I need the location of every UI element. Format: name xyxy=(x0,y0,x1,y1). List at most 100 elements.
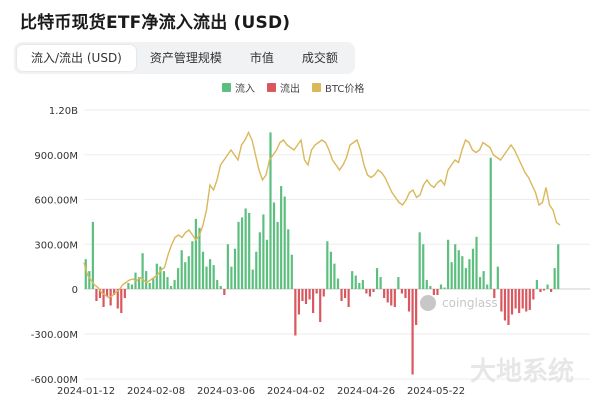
outflow-bar[interactable] xyxy=(123,289,126,298)
inflow-bar[interactable] xyxy=(457,250,460,289)
inflow-bar[interactable] xyxy=(361,280,364,289)
outflow-bar[interactable] xyxy=(518,289,521,313)
outflow-bar[interactable] xyxy=(383,289,386,298)
inflow-bar[interactable] xyxy=(212,265,215,289)
inflow-bar[interactable] xyxy=(478,277,482,289)
outflow-bar[interactable] xyxy=(542,289,546,291)
inflow-bar[interactable] xyxy=(471,248,475,289)
inflow-bar[interactable] xyxy=(255,251,258,289)
outflow-bar[interactable] xyxy=(528,289,531,310)
outflow-bar[interactable] xyxy=(390,289,393,306)
inflow-bar[interactable] xyxy=(425,280,428,289)
inflow-bar[interactable] xyxy=(397,277,400,289)
inflow-bar[interactable] xyxy=(535,280,539,289)
outflow-bar[interactable] xyxy=(304,289,308,304)
inflow-bar[interactable] xyxy=(379,277,382,289)
inflow-bar[interactable] xyxy=(166,277,169,289)
inflow-bar[interactable] xyxy=(422,244,425,289)
tab-volume[interactable]: 成交额 xyxy=(301,51,338,65)
outflow-bar[interactable] xyxy=(365,289,368,294)
outflow-bar[interactable] xyxy=(514,289,517,309)
inflow-bar[interactable] xyxy=(184,262,187,289)
legend-item-inflow[interactable]: 流入 xyxy=(222,80,255,95)
outflow-bar[interactable] xyxy=(386,289,389,303)
outflow-bar[interactable] xyxy=(532,289,535,300)
outflow-bar[interactable] xyxy=(102,289,105,307)
inflow-bar[interactable] xyxy=(354,275,357,289)
outflow-bar[interactable] xyxy=(500,289,503,312)
inflow-bar[interactable] xyxy=(198,227,201,289)
tab-aum[interactable]: 资产管理规模 xyxy=(149,51,222,65)
tab-market-cap[interactable]: 市值 xyxy=(249,51,274,65)
inflow-bar[interactable] xyxy=(187,256,190,289)
inflow-bar[interactable] xyxy=(429,286,432,289)
inflow-bar[interactable] xyxy=(177,268,180,289)
outflow-bar[interactable] xyxy=(120,289,123,313)
outflow-bar[interactable] xyxy=(415,289,418,325)
outflow-bar[interactable] xyxy=(105,289,109,297)
inflow-bar[interactable] xyxy=(251,269,254,289)
inflow-bar[interactable] xyxy=(169,286,173,289)
inflow-bar[interactable] xyxy=(496,266,499,290)
inflow-bar[interactable] xyxy=(209,259,212,289)
inflow-bar[interactable] xyxy=(216,280,219,289)
outflow-bar[interactable] xyxy=(503,289,507,321)
outflow-bar[interactable] xyxy=(95,289,98,301)
outflow-bar[interactable] xyxy=(525,289,528,312)
inflow-bar[interactable] xyxy=(137,277,141,289)
outflow-bar[interactable] xyxy=(400,289,404,294)
inflow-bar[interactable] xyxy=(439,284,443,289)
inflow-bar[interactable] xyxy=(375,268,379,289)
inflow-bar[interactable] xyxy=(173,280,176,289)
outflow-bar[interactable] xyxy=(223,289,226,295)
inflow-bar[interactable] xyxy=(486,284,489,289)
inflow-bar[interactable] xyxy=(265,239,269,289)
outflow-bar[interactable] xyxy=(98,289,102,298)
outflow-bar[interactable] xyxy=(521,289,524,309)
inflow-bar[interactable] xyxy=(145,271,148,289)
inflow-bar[interactable] xyxy=(262,214,265,289)
inflow-bar[interactable] xyxy=(233,248,237,289)
outflow-bar[interactable] xyxy=(432,289,435,295)
outflow-bar[interactable] xyxy=(294,289,297,336)
inflow-bar[interactable] xyxy=(351,271,354,289)
inflow-bar[interactable] xyxy=(326,241,329,289)
inflow-bar[interactable] xyxy=(450,262,453,289)
outflow-bar[interactable] xyxy=(407,289,411,312)
outflow-bar[interactable] xyxy=(319,289,322,322)
outflow-bar[interactable] xyxy=(411,289,414,375)
outflow-bar[interactable] xyxy=(301,289,304,301)
inflow-bar[interactable] xyxy=(287,229,290,289)
inflow-bar[interactable] xyxy=(464,268,467,289)
outflow-bar[interactable] xyxy=(493,289,496,298)
outflow-bar[interactable] xyxy=(113,289,116,295)
outflow-bar[interactable] xyxy=(550,289,553,292)
inflow-bar[interactable] xyxy=(191,241,194,289)
outflow-bar[interactable] xyxy=(510,289,514,315)
inflow-bar[interactable] xyxy=(280,186,283,289)
inflow-bar[interactable] xyxy=(127,283,130,289)
inflow-bar[interactable] xyxy=(180,250,183,289)
legend-item-outflow[interactable]: 流出 xyxy=(267,80,300,95)
inflow-bar[interactable] xyxy=(461,256,464,289)
outflow-bar[interactable] xyxy=(116,289,119,309)
inflow-bar[interactable] xyxy=(162,271,166,289)
inflow-bar[interactable] xyxy=(88,271,91,289)
outflow-bar[interactable] xyxy=(404,289,407,298)
inflow-bar[interactable] xyxy=(443,287,446,289)
outflow-bar[interactable] xyxy=(297,289,301,315)
inflow-bar[interactable] xyxy=(418,232,421,289)
inflow-bar[interactable] xyxy=(148,283,151,289)
inflow-bar[interactable] xyxy=(475,236,478,289)
inflow-bar[interactable] xyxy=(194,218,197,289)
inflow-bar[interactable] xyxy=(272,202,276,289)
outflow-bar[interactable] xyxy=(436,289,439,295)
inflow-bar[interactable] xyxy=(91,221,94,290)
outflow-bar[interactable] xyxy=(308,289,311,300)
inflow-bar[interactable] xyxy=(219,286,222,289)
outflow-bar[interactable] xyxy=(507,289,510,325)
inflow-bar[interactable] xyxy=(290,254,293,289)
inflow-bar[interactable] xyxy=(336,278,340,289)
outflow-bar[interactable] xyxy=(393,289,396,307)
inflow-bar[interactable] xyxy=(240,217,244,289)
